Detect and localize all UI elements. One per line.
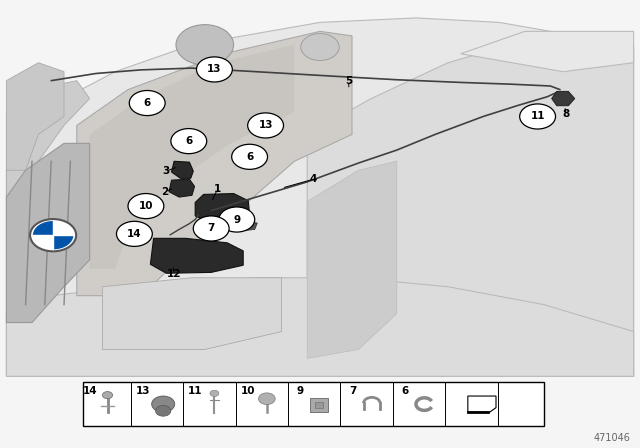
Text: 6: 6 bbox=[185, 136, 193, 146]
Polygon shape bbox=[461, 31, 634, 72]
Circle shape bbox=[156, 405, 171, 416]
Polygon shape bbox=[90, 45, 294, 269]
Text: 1: 1 bbox=[214, 184, 221, 194]
Text: 6: 6 bbox=[401, 386, 409, 396]
Polygon shape bbox=[77, 31, 352, 296]
Text: 13: 13 bbox=[136, 386, 150, 396]
Circle shape bbox=[193, 216, 229, 241]
Circle shape bbox=[210, 390, 219, 396]
Circle shape bbox=[116, 221, 152, 246]
Circle shape bbox=[171, 129, 207, 154]
Bar bbox=[83, 382, 544, 426]
Circle shape bbox=[196, 57, 232, 82]
Text: 12: 12 bbox=[167, 269, 181, 279]
Text: 4: 4 bbox=[310, 174, 317, 184]
Text: 13: 13 bbox=[207, 65, 221, 74]
Circle shape bbox=[128, 194, 164, 219]
Polygon shape bbox=[307, 36, 634, 376]
Circle shape bbox=[248, 113, 284, 138]
Text: 5: 5 bbox=[345, 76, 353, 86]
Polygon shape bbox=[169, 179, 195, 197]
Text: 10: 10 bbox=[241, 386, 255, 396]
FancyBboxPatch shape bbox=[315, 402, 323, 408]
Text: 9: 9 bbox=[233, 215, 241, 224]
Text: 471046: 471046 bbox=[593, 433, 630, 443]
Text: 11: 11 bbox=[188, 386, 202, 396]
Circle shape bbox=[219, 207, 255, 232]
Text: 10: 10 bbox=[139, 201, 153, 211]
Polygon shape bbox=[6, 18, 634, 376]
Wedge shape bbox=[53, 235, 74, 250]
Text: 6: 6 bbox=[246, 152, 253, 162]
Wedge shape bbox=[33, 221, 53, 235]
Text: 9: 9 bbox=[296, 386, 304, 396]
Polygon shape bbox=[6, 278, 634, 376]
Polygon shape bbox=[6, 63, 64, 170]
Circle shape bbox=[219, 219, 232, 228]
Text: 2: 2 bbox=[161, 187, 169, 197]
Text: 8: 8 bbox=[563, 109, 570, 119]
Circle shape bbox=[129, 90, 165, 116]
Text: 6: 6 bbox=[143, 98, 151, 108]
Text: 11: 11 bbox=[531, 112, 545, 121]
Text: 7: 7 bbox=[349, 386, 356, 396]
Circle shape bbox=[30, 219, 76, 251]
Polygon shape bbox=[150, 238, 243, 273]
Polygon shape bbox=[552, 91, 575, 106]
Text: 13: 13 bbox=[259, 121, 273, 130]
Circle shape bbox=[259, 393, 275, 405]
Polygon shape bbox=[102, 278, 282, 349]
Circle shape bbox=[232, 144, 268, 169]
FancyBboxPatch shape bbox=[310, 398, 328, 412]
Polygon shape bbox=[6, 81, 90, 202]
Text: 3: 3 bbox=[163, 166, 170, 176]
Circle shape bbox=[520, 104, 556, 129]
Circle shape bbox=[102, 392, 113, 399]
Text: 14: 14 bbox=[127, 229, 141, 239]
Polygon shape bbox=[6, 143, 90, 323]
Polygon shape bbox=[468, 396, 496, 412]
Circle shape bbox=[152, 396, 175, 412]
Circle shape bbox=[301, 34, 339, 60]
Circle shape bbox=[176, 25, 234, 65]
Polygon shape bbox=[195, 194, 250, 223]
Polygon shape bbox=[307, 161, 397, 358]
Text: 14: 14 bbox=[83, 386, 97, 396]
Polygon shape bbox=[237, 220, 257, 231]
Polygon shape bbox=[172, 161, 193, 178]
Text: 7: 7 bbox=[207, 224, 215, 233]
